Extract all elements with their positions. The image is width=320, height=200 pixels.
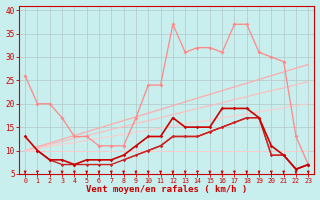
- X-axis label: Vent moyen/en rafales ( km/h ): Vent moyen/en rafales ( km/h ): [86, 185, 247, 194]
